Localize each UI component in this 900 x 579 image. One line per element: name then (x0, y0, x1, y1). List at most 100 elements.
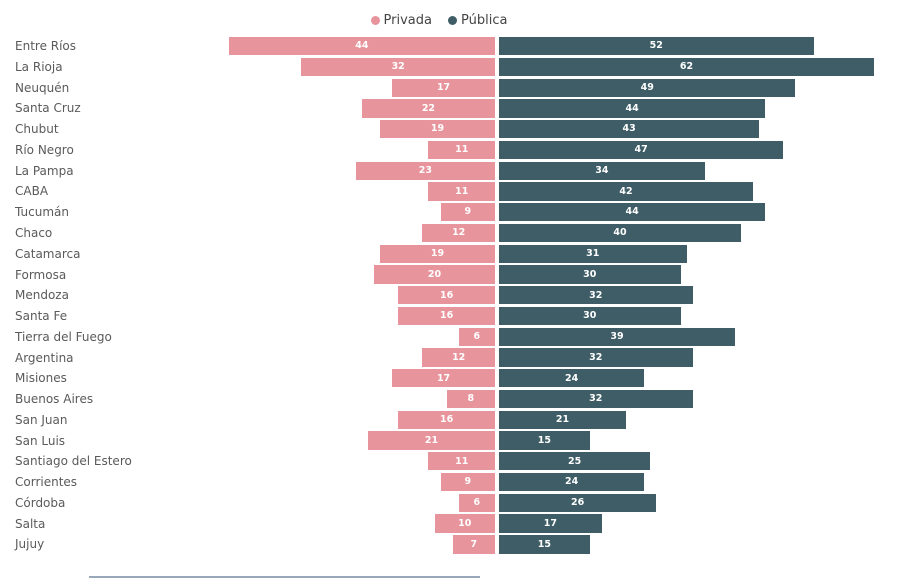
publica-value: 40 (613, 227, 627, 239)
category-label: Tucumán (15, 205, 69, 220)
privada-value: 12 (452, 351, 466, 363)
privada-bar[interactable]: 19 (380, 244, 495, 263)
privada-value: 17 (436, 372, 451, 384)
publica-bar[interactable]: 47 (499, 140, 784, 160)
category-label: Santa Cruz (15, 101, 81, 116)
bottom-axis-line (89, 576, 480, 578)
publica-bar[interactable]: 24 (499, 472, 645, 492)
publica-value: 34 (595, 164, 609, 176)
category-label: La Pampa (15, 163, 74, 178)
legend-item-publica[interactable]: Pública (448, 13, 507, 28)
privada-value: 11 (455, 144, 469, 156)
publica-bar[interactable]: 52 (499, 37, 814, 56)
publica-value: 30 (583, 310, 597, 322)
privada-value: 19 (430, 247, 445, 259)
publica-bar[interactable]: 39 (499, 327, 735, 346)
category-label: Buenos Aires (15, 392, 94, 407)
publica-value: 30 (583, 268, 597, 280)
publica-bar[interactable]: 44 (499, 203, 766, 222)
category-label: San Luis (15, 433, 66, 448)
publica-bar[interactable]: 25 (499, 452, 651, 471)
privada-bar[interactable]: 9 (440, 203, 495, 222)
publica-value: 44 (625, 206, 639, 218)
publica-bar[interactable]: 32 (499, 348, 693, 367)
category-label: San Juan (15, 412, 68, 427)
privada-bar[interactable]: 17 (392, 78, 495, 97)
publica-value: 32 (589, 351, 603, 363)
privada-value: 11 (455, 455, 469, 467)
privada-value: 12 (452, 227, 466, 239)
privada-bar[interactable]: 11 (428, 140, 495, 160)
category-label: Santa Fe (15, 309, 68, 324)
privada-bar[interactable]: 12 (422, 348, 495, 367)
category-label: Tierra del Fuego (15, 329, 112, 344)
privada-value: 16 (439, 289, 454, 301)
publica-bar[interactable]: 21 (499, 410, 627, 429)
category-label: Entre Ríos (15, 39, 77, 54)
publica-bar[interactable]: 32 (499, 389, 693, 409)
publica-bar[interactable]: 31 (499, 244, 687, 263)
publica-bar[interactable]: 62 (499, 57, 875, 77)
privada-bar[interactable]: 7 (452, 535, 495, 554)
privada-bar[interactable]: 16 (398, 306, 495, 326)
privada-bar[interactable]: 6 (458, 493, 495, 513)
privada-bar[interactable]: 8 (446, 389, 495, 409)
privada-bar[interactable]: 11 (428, 452, 495, 471)
privada-dot-icon (370, 16, 380, 25)
legend: Privada Pública (0, 13, 878, 28)
privada-value: 9 (464, 476, 472, 488)
privada-bar[interactable]: 21 (367, 431, 495, 450)
publica-bar[interactable]: 42 (499, 182, 754, 201)
category-label: Río Negro (15, 142, 74, 157)
privada-value: 21 (424, 434, 439, 446)
privada-bar[interactable]: 12 (422, 223, 495, 243)
category-label: Mendoza (15, 288, 69, 303)
category-label: Chaco (15, 225, 53, 240)
publica-value: 42 (619, 185, 633, 197)
publica-bar[interactable]: 15 (499, 431, 590, 450)
privada-value: 8 (467, 393, 475, 405)
privada-bar[interactable]: 6 (458, 327, 495, 346)
privada-value: 22 (421, 102, 436, 114)
privada-bar[interactable]: 20 (374, 265, 495, 284)
privada-bar[interactable]: 19 (380, 120, 495, 139)
publica-value: 17 (543, 517, 558, 529)
publica-bar[interactable]: 43 (499, 120, 760, 139)
publica-value: 49 (640, 81, 654, 93)
publica-bar[interactable]: 49 (499, 78, 796, 97)
category-label: Chubut (15, 122, 59, 137)
privada-bar[interactable]: 16 (398, 410, 495, 429)
publica-value: 25 (568, 455, 582, 467)
publica-bar[interactable]: 24 (499, 369, 645, 388)
privada-value: 16 (439, 414, 454, 426)
publica-value: 24 (564, 372, 579, 384)
publica-bar[interactable]: 30 (499, 306, 681, 326)
publica-bar[interactable]: 15 (499, 535, 590, 554)
privada-bar[interactable]: 17 (392, 369, 495, 388)
legend-label-publica: Pública (461, 13, 508, 28)
privada-bar[interactable]: 23 (355, 161, 495, 180)
privada-value: 6 (473, 331, 481, 343)
publica-bar[interactable]: 40 (499, 223, 741, 243)
privada-bar[interactable]: 44 (228, 37, 495, 56)
publica-bar[interactable]: 17 (499, 514, 602, 533)
publica-value: 21 (555, 414, 570, 426)
privada-bar[interactable]: 10 (434, 514, 495, 533)
privada-bar[interactable]: 16 (398, 286, 495, 305)
publica-bar[interactable]: 32 (499, 286, 693, 305)
privada-bar[interactable]: 11 (428, 182, 495, 201)
publica-bar[interactable]: 30 (499, 265, 681, 284)
privada-value: 7 (470, 538, 478, 550)
publica-bar[interactable]: 26 (499, 493, 657, 513)
publica-dot-icon (448, 16, 457, 25)
privada-value: 19 (430, 123, 445, 135)
publica-value: 15 (537, 538, 551, 550)
privada-bar[interactable]: 32 (301, 57, 495, 77)
category-label: Córdoba (15, 495, 66, 510)
publica-bar[interactable]: 34 (499, 161, 705, 180)
legend-item-privada[interactable]: Privada (370, 13, 432, 28)
privada-bar[interactable]: 9 (440, 472, 495, 492)
privada-bar[interactable]: 22 (361, 99, 495, 118)
publica-bar[interactable]: 44 (499, 99, 766, 118)
